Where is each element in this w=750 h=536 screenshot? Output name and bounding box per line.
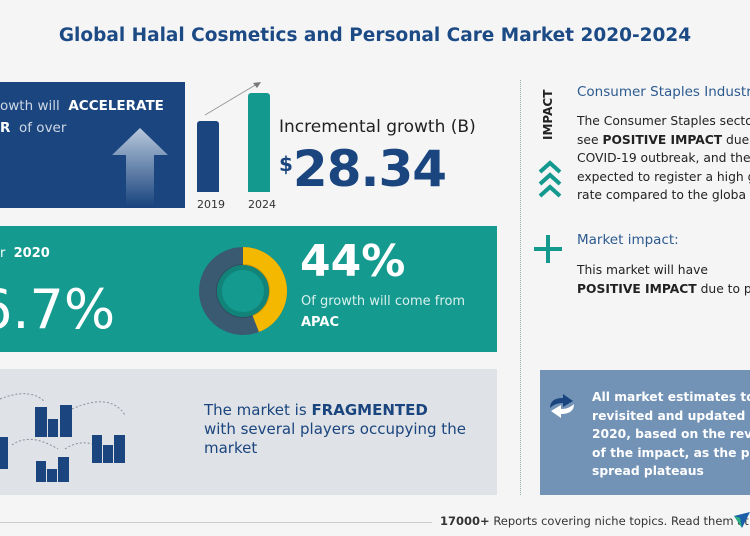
buildings-icon: [0, 393, 126, 482]
fragmented-bold: FRAGMENTED: [311, 401, 428, 419]
note-line: of the impact, as the pand: [592, 445, 750, 460]
growth-text: owth will: [0, 98, 60, 114]
apac-percent: 44%: [300, 236, 406, 287]
industry-text: The Consumer Staples secto see POSITIVE …: [577, 112, 750, 205]
industry-line: COVID-19 outbreak, and the: [577, 151, 750, 165]
yoy-prefix: r: [0, 246, 6, 261]
industry-line: expected to register a high g: [577, 169, 750, 184]
footer-caption: Reports covering niche topics. Read them…: [493, 514, 749, 528]
value-text: 28.34: [292, 140, 447, 198]
chevrons-up-icon: [538, 160, 562, 198]
bar-2019: [197, 121, 219, 192]
market-positive-bold: POSITIVE IMPACT: [577, 281, 697, 296]
fragmented-prefix: The market is: [204, 401, 307, 419]
donut-apac-slice: [199, 247, 287, 335]
yoy-label: r 2020: [0, 246, 50, 261]
currency-symbol: $: [279, 152, 293, 176]
bar-2024: [248, 93, 270, 192]
market-impact-text: This market will have POSITIVE IMPACT du…: [577, 261, 750, 298]
trend-arrow-icon: [204, 82, 261, 116]
impact-vertical-label: IMPACT: [541, 89, 555, 140]
fragmented-line-2: with several players occupying the: [204, 420, 466, 438]
fragmented-panel: The market is FRAGMENTED with several pl…: [0, 369, 497, 495]
yoy-year: 2020: [13, 246, 50, 261]
section-divider: [520, 80, 521, 495]
yoy-apac-panel: r 2020 6.7% 44% Of growth will come from…: [0, 226, 497, 352]
apac-text: Of growth will come from: [301, 294, 466, 309]
note-line: spread plateaus: [592, 464, 704, 478]
up-arrow-icon: [112, 128, 168, 206]
accelerate-text: ACCELERATE: [68, 98, 164, 114]
page-title: Global Halal Cosmetics and Personal Care…: [58, 25, 692, 46]
yoy-value: 6.7%: [0, 278, 116, 341]
cagr-text: R: [0, 120, 11, 136]
estimates-note-panel: All market estimates to be revisited and…: [540, 370, 750, 495]
industry-title: Consumer Staples Industry: [577, 84, 750, 100]
industry-line: The Consumer Staples secto: [577, 114, 750, 128]
market-impact-line: POSITIVE IMPACT due to par: [577, 280, 750, 299]
year-label-2019: 2019: [197, 198, 225, 211]
footer-rule: [0, 522, 432, 523]
apac-region: APAC: [301, 315, 339, 330]
estimates-note-text: All market estimates to be revisited and…: [592, 388, 750, 481]
footer-count: 17000+: [440, 514, 490, 528]
growth-line-2: R of over: [0, 120, 66, 136]
due-to-text: due to: [726, 132, 750, 147]
industry-line: rate compared to the globa: [577, 188, 746, 202]
of-over-text: of over: [19, 120, 67, 136]
note-line: All market estimates to be: [592, 390, 750, 404]
fragmented-text: The market is FRAGMENTED with several pl…: [204, 401, 466, 458]
growth-accelerate-panel: owth will ACCELERATE R of over: [0, 82, 185, 208]
refresh-icon: [550, 394, 574, 418]
apac-donut-chart: [199, 247, 287, 335]
growth-line-1: owth will ACCELERATE: [0, 98, 164, 114]
market-impact-title: Market impact:: [577, 232, 679, 248]
incremental-growth-value: $28.34: [279, 140, 447, 198]
note-line: revisited and updated in Q: [592, 408, 750, 423]
footer-text: 17000+ Reports covering niche topics. Re…: [440, 514, 749, 528]
see-text: see: [577, 132, 603, 147]
plus-icon: [534, 235, 562, 263]
market-impact-line: This market will have: [577, 263, 708, 277]
incremental-growth-label: Incremental growth (B): [279, 117, 476, 137]
industry-line: see POSITIVE IMPACT due to: [577, 131, 750, 150]
year-label-2024: 2024: [248, 198, 276, 211]
fragmented-line-3: market: [204, 439, 258, 457]
positive-impact-bold: POSITIVE IMPACT: [602, 132, 723, 147]
brand-logo-icon[interactable]: [734, 512, 750, 528]
market-after-text: due to par: [700, 281, 750, 296]
note-line: 2020, based on the revalu: [592, 427, 750, 441]
